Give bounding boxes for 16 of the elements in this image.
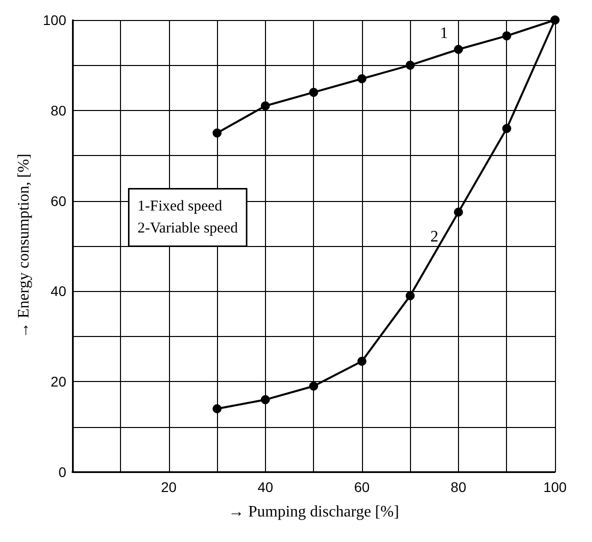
y-tick-label: 40 [50, 283, 66, 300]
x-tick-label: 80 [450, 479, 466, 495]
y-tick-label: 80 [50, 102, 66, 118]
annotation: 1 [440, 25, 448, 42]
y-tick-label: 100 [42, 12, 66, 28]
annotation: 2 [430, 228, 438, 246]
x-tick-label: 100 [543, 479, 567, 495]
x-axis-title: → Pumping discharge [%] [228, 504, 400, 520]
y-axis-title: → Energy consumption, [%] [16, 154, 32, 338]
y-tick-label: 20 [50, 374, 66, 390]
x-tick-label: 20 [161, 479, 177, 495]
x-tick-label: 40 [258, 479, 274, 495]
annotation: 1-Fixed speed 2-Variable speed [138, 198, 238, 236]
x-tick-label: 60 [354, 479, 370, 495]
y-tick-label: 60 [50, 192, 66, 209]
y-tick-label: 0 [58, 464, 66, 480]
